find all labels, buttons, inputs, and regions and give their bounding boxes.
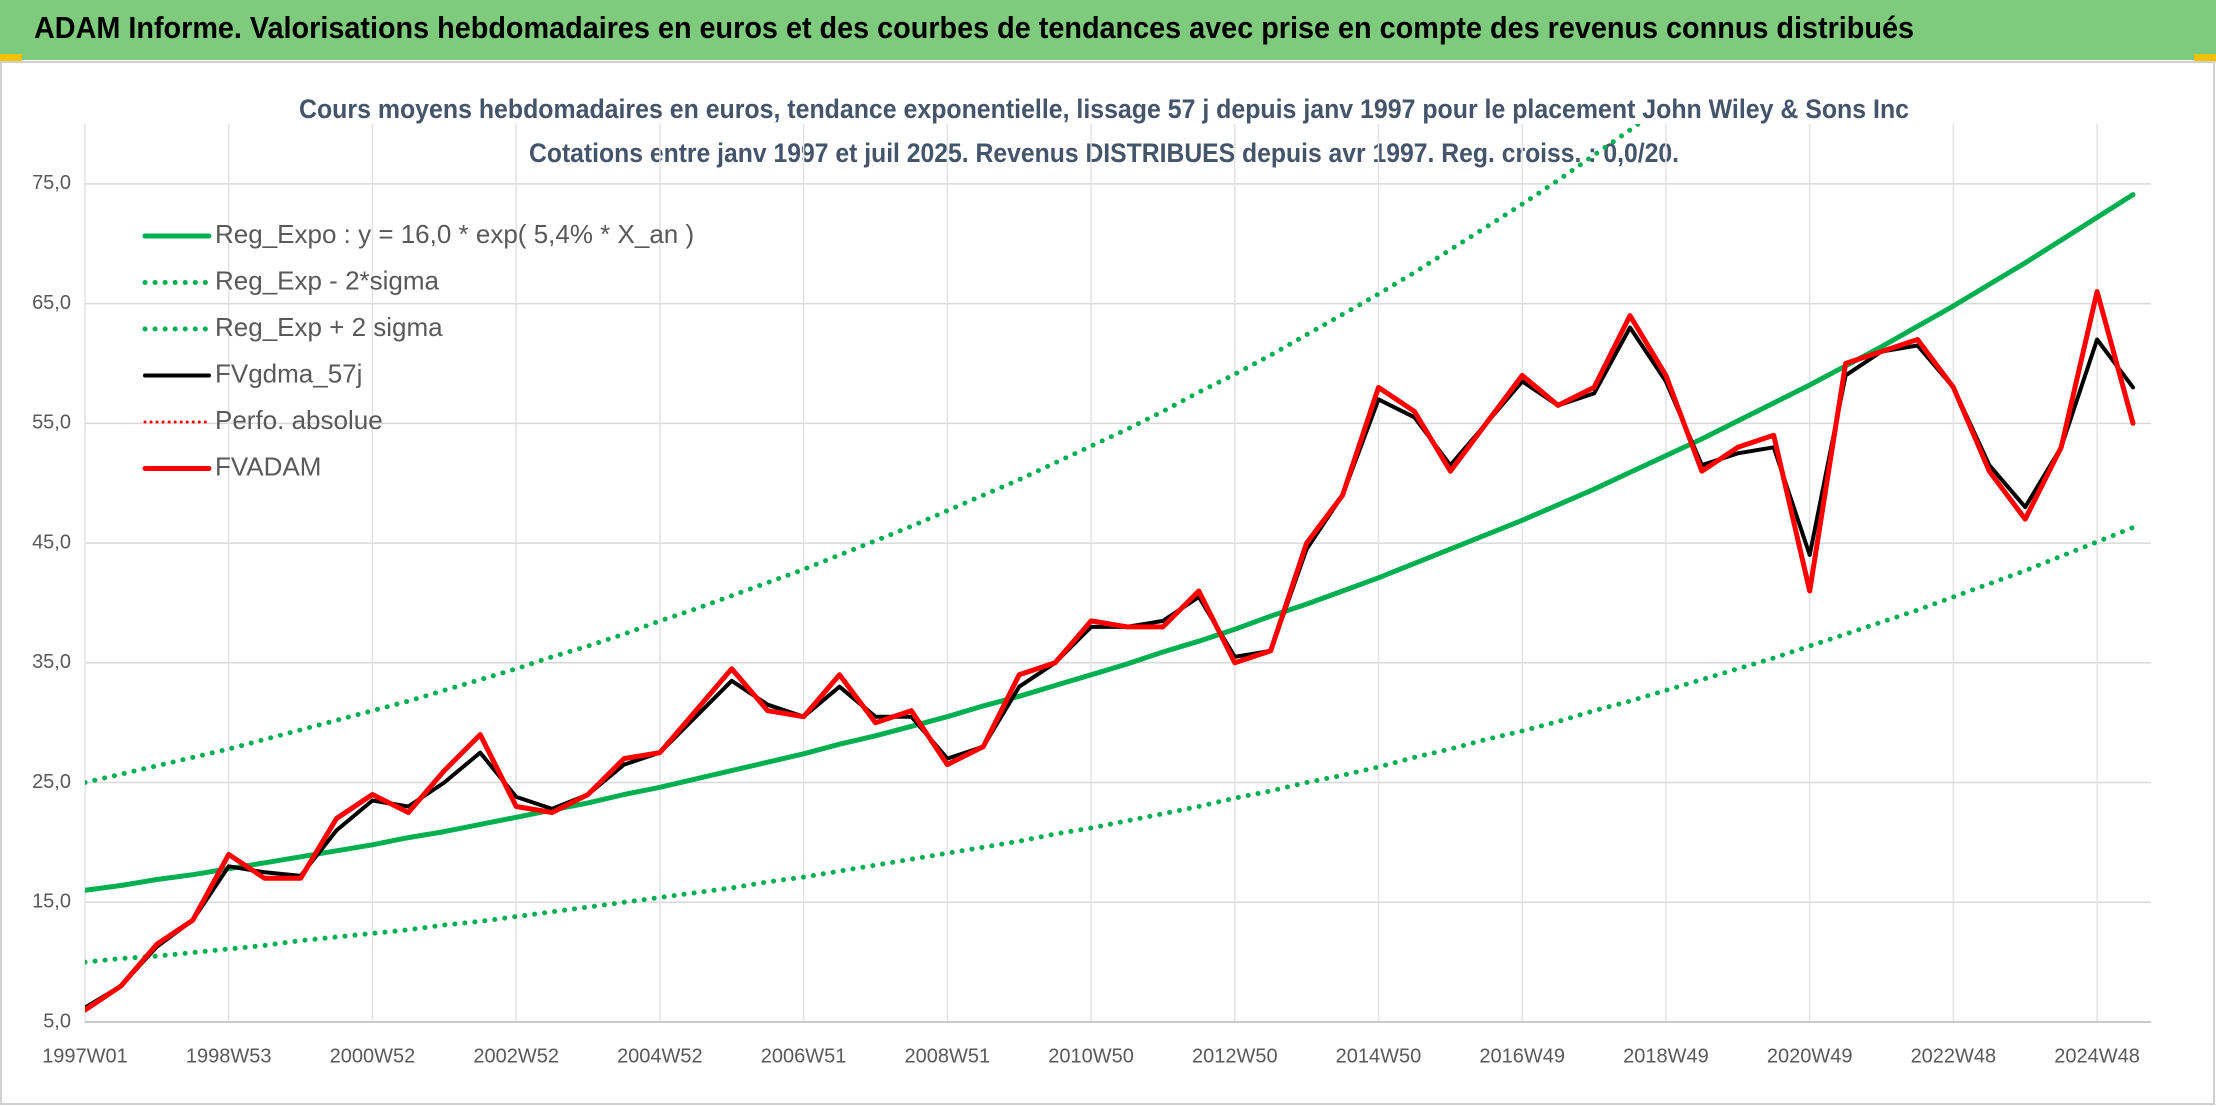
title-bar — [0, 0, 2216, 60]
series-line — [85, 192, 2136, 893]
legend-label: Reg_Expo : y = 16,0 * exp( 5,4% * X_an ) — [215, 219, 694, 249]
x-tick-label: 2002W52 — [473, 1045, 559, 1067]
x-tick-label: 2022W48 — [1911, 1045, 1997, 1067]
plot-area — [85, 124, 2136, 1013]
x-tick-label: 2016W49 — [1479, 1045, 1565, 1067]
x-tick-label: 2008W51 — [905, 1045, 991, 1067]
chart-border — [0, 61, 2215, 1105]
x-tick-label: 2018W49 — [1623, 1045, 1709, 1067]
legend: Reg_Expo : y = 16,0 * exp( 5,4% * X_an )… — [142, 219, 694, 481]
grid — [84, 124, 2151, 1023]
y-tick-label: 75,0 — [32, 172, 71, 194]
x-tick-label: 2014W50 — [1336, 1045, 1422, 1067]
series-line — [85, 525, 2136, 965]
chart-subtitle: Cours moyens hebdomadaires en euros, ten… — [299, 94, 1909, 124]
chart-subtitle: Cotations entre janv 1997 et juil 2025. … — [529, 138, 1679, 168]
legend-label: FVADAM — [215, 451, 321, 481]
x-tick-label: 1998W53 — [186, 1045, 272, 1067]
y-tick-label: 5,0 — [43, 1010, 71, 1032]
x-tick-label: 2000W52 — [330, 1045, 416, 1067]
series-line — [85, 289, 2136, 1013]
y-tick-label: 45,0 — [32, 531, 71, 553]
x-tick-label: 2010W50 — [1048, 1045, 1134, 1067]
axes: 5,0 15,0 25,0 35,0 45,0 55,0 65,0 75,0 1997W01 19… — [32, 172, 2151, 1067]
x-tick-label: 2020W49 — [1767, 1045, 1853, 1067]
x-tick-label: 2024W48 — [2054, 1045, 2140, 1067]
x-tick-label: 1997W01 — [42, 1045, 128, 1067]
y-tick-label: 55,0 — [32, 412, 71, 434]
x-tick-label: 2004W52 — [617, 1045, 703, 1067]
series-line — [85, 124, 1643, 785]
corner-mark — [0, 54, 22, 62]
legend-label: Reg_Exp + 2 sigma — [215, 312, 443, 342]
x-tick-label: 2012W50 — [1192, 1045, 1278, 1067]
y-tick-label: 65,0 — [32, 292, 71, 314]
y-tick-label: 15,0 — [32, 891, 71, 913]
x-tick-label: 2006W51 — [761, 1045, 847, 1067]
y-tick-label: 35,0 — [32, 651, 71, 673]
legend-label: Perfo. absolue — [215, 405, 383, 435]
legend-label: FVgdma_57j — [215, 358, 362, 388]
chart-title: ADAM Informe. Valorisations hebdomadaire… — [34, 10, 1914, 45]
corner-mark — [2194, 54, 2216, 62]
y-tick-label: 25,0 — [32, 771, 71, 793]
legend-label: Reg_Exp - 2*sigma — [215, 265, 440, 295]
